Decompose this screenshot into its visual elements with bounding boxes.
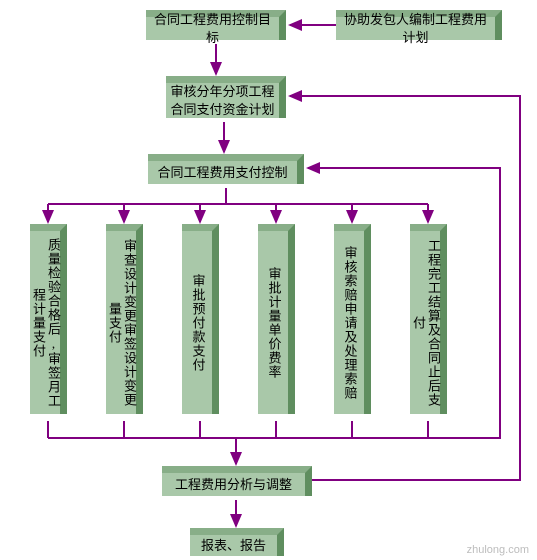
node-label: 合同工程费用支付控制 — [157, 164, 287, 182]
node-assist: 协助发包人编制工程费用计划 — [336, 10, 502, 40]
node-review-plan: 审核分年分项工程 合同支付资金计划 — [166, 76, 286, 118]
node-label: 质量检验合格后,审签月工程计量支付 — [30, 235, 60, 410]
node-analysis: 工程费用分析与调整 — [162, 466, 312, 496]
node-goal: 合同工程费用控制目标 — [146, 10, 286, 40]
node-branch-2: 审查设计变更审签设计变更量支付 — [106, 224, 143, 414]
node-label: 协助发包人编制工程费用计划 — [340, 11, 491, 46]
node-branch-5: 审核索赔申请及处理索赔 — [334, 224, 371, 414]
node-label: 审批计量单价费率 — [266, 267, 281, 379]
node-branch-1: 质量检验合格后,审签月工程计量支付 — [30, 224, 67, 414]
watermark: zhulong.com — [467, 544, 529, 556]
node-report: 报表、报告 — [190, 528, 284, 556]
node-pay-control: 合同工程费用支付控制 — [148, 154, 304, 184]
node-branch-4: 审批计量单价费率 — [258, 224, 295, 414]
node-branch-3: 审批预付款支付 — [182, 224, 219, 414]
node-label: 报表、报告 — [201, 537, 266, 555]
node-label: 审批预付款支付 — [190, 274, 205, 372]
node-branch-6: 工程完工结算及合同止后支付 — [410, 224, 447, 414]
node-label: 工程完工结算及合同止后支付 — [410, 235, 440, 410]
node-label: 审查设计变更审签设计变更量支付 — [106, 235, 136, 410]
node-label: 合同工程费用控制目标 — [150, 11, 275, 46]
node-label: 工程费用分析与调整 — [175, 476, 292, 494]
node-label: 审核分年分项工程 合同支付资金计划 — [170, 83, 275, 118]
node-label: 审核索赔申请及处理索赔 — [342, 246, 357, 400]
